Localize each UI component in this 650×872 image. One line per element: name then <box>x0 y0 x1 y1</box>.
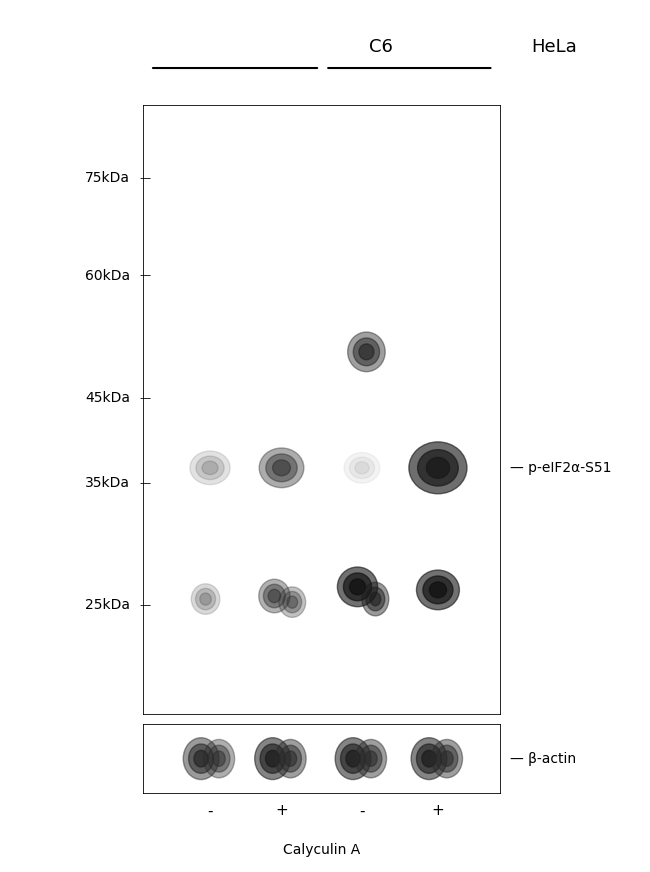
Ellipse shape <box>284 751 296 766</box>
Ellipse shape <box>259 448 304 487</box>
Ellipse shape <box>272 460 291 476</box>
Ellipse shape <box>337 567 378 607</box>
Ellipse shape <box>359 344 374 360</box>
Ellipse shape <box>203 739 235 778</box>
Ellipse shape <box>208 746 230 772</box>
Ellipse shape <box>354 338 380 365</box>
Ellipse shape <box>266 454 297 481</box>
Ellipse shape <box>426 458 450 478</box>
Text: —: — <box>140 270 151 281</box>
Ellipse shape <box>287 596 298 609</box>
Text: —: — <box>140 173 151 183</box>
Ellipse shape <box>279 587 306 617</box>
Ellipse shape <box>356 739 387 778</box>
Ellipse shape <box>202 461 218 474</box>
Ellipse shape <box>423 576 453 603</box>
Ellipse shape <box>280 746 302 772</box>
Ellipse shape <box>265 750 280 767</box>
Ellipse shape <box>417 570 460 610</box>
Ellipse shape <box>275 739 306 778</box>
Text: 45kDa: 45kDa <box>85 391 130 405</box>
Ellipse shape <box>196 456 224 480</box>
Ellipse shape <box>191 584 220 614</box>
Ellipse shape <box>343 573 372 601</box>
Ellipse shape <box>417 450 458 486</box>
Ellipse shape <box>350 457 374 479</box>
Text: -: - <box>207 803 213 819</box>
Text: Calyculin A: Calyculin A <box>283 843 360 857</box>
Ellipse shape <box>348 332 385 371</box>
Text: — p-eIF2α-S51: — p-eIF2α-S51 <box>510 460 612 475</box>
Ellipse shape <box>259 579 290 613</box>
Ellipse shape <box>346 750 360 767</box>
Ellipse shape <box>362 582 389 616</box>
Text: —: — <box>140 392 151 403</box>
Ellipse shape <box>283 591 302 613</box>
Ellipse shape <box>436 746 458 772</box>
Text: -: - <box>359 803 365 819</box>
Ellipse shape <box>268 589 281 603</box>
Text: +: + <box>432 803 445 819</box>
Ellipse shape <box>431 739 463 778</box>
Ellipse shape <box>350 579 365 595</box>
Text: 35kDa: 35kDa <box>85 476 130 490</box>
Ellipse shape <box>255 738 291 780</box>
Text: 25kDa: 25kDa <box>85 598 130 612</box>
Ellipse shape <box>411 738 447 780</box>
Ellipse shape <box>430 582 447 598</box>
Ellipse shape <box>341 744 365 773</box>
Ellipse shape <box>441 751 453 766</box>
Text: — β-actin: — β-actin <box>510 752 577 766</box>
Ellipse shape <box>196 589 216 610</box>
Text: 75kDa: 75kDa <box>85 171 130 185</box>
Text: C6: C6 <box>369 37 393 56</box>
Ellipse shape <box>422 750 436 767</box>
Text: 60kDa: 60kDa <box>85 269 130 283</box>
Text: —: — <box>140 600 151 610</box>
Ellipse shape <box>365 751 377 766</box>
Ellipse shape <box>183 738 219 780</box>
Ellipse shape <box>263 584 285 608</box>
Ellipse shape <box>355 462 369 474</box>
Text: HeLa: HeLa <box>531 37 577 56</box>
Ellipse shape <box>417 744 441 773</box>
Ellipse shape <box>213 751 225 766</box>
Ellipse shape <box>344 453 380 483</box>
Text: —: — <box>140 478 151 488</box>
Text: +: + <box>275 803 288 819</box>
Ellipse shape <box>190 451 230 485</box>
Ellipse shape <box>188 744 214 773</box>
Ellipse shape <box>370 592 381 606</box>
Ellipse shape <box>194 750 208 767</box>
Ellipse shape <box>360 746 382 772</box>
Ellipse shape <box>200 593 211 605</box>
Ellipse shape <box>409 442 467 494</box>
Ellipse shape <box>335 738 371 780</box>
Ellipse shape <box>366 588 385 610</box>
Ellipse shape <box>260 744 285 773</box>
